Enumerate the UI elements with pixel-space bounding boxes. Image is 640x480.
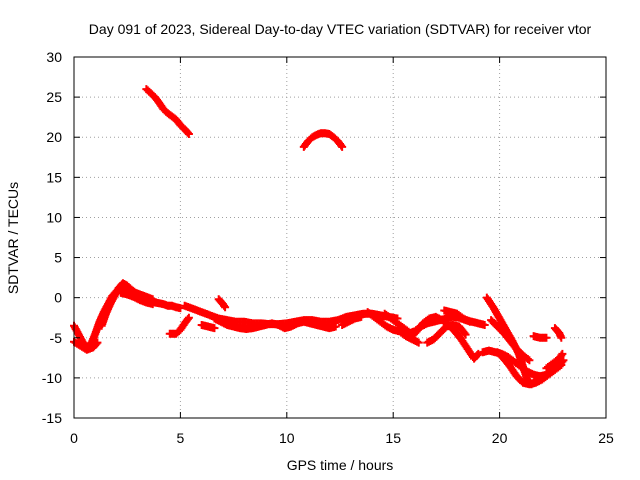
series-track-d (116, 288, 157, 309)
y-tick-label: 30 (46, 49, 62, 65)
series-track-j (197, 320, 219, 333)
data-point (523, 355, 532, 364)
data-point (184, 130, 193, 139)
series-track-b (70, 337, 102, 354)
data-point (93, 338, 102, 347)
data-point (480, 320, 489, 329)
x-tick-label: 5 (177, 430, 185, 446)
data-point (331, 322, 340, 331)
data-point (176, 304, 185, 313)
data-point (474, 349, 483, 358)
y-axis-label: SDTVAR / TECUs (5, 182, 21, 294)
data-point (461, 330, 470, 339)
data-point (183, 315, 192, 324)
y-tick-label: 25 (46, 89, 62, 105)
data-point (221, 303, 230, 312)
tick-marks (73, 56, 607, 419)
x-tick-label: 15 (385, 430, 401, 446)
x-tick-label: 25 (598, 430, 614, 446)
data-marks (70, 85, 568, 389)
data-point (148, 300, 157, 309)
data-point (460, 329, 469, 338)
data-point (183, 128, 192, 137)
series-track-t (487, 316, 534, 365)
data-point (542, 333, 551, 342)
data-point (557, 333, 566, 342)
series-track-v (529, 332, 551, 342)
series-track-k (299, 129, 347, 151)
y-tick-labels: -15 -10 -5 0 5 10 15 20 25 30 (42, 49, 62, 426)
x-tick-label: 20 (492, 430, 508, 446)
series-track-f (165, 313, 193, 338)
data-point (338, 142, 347, 151)
data-point (414, 338, 423, 347)
data-point (525, 356, 534, 365)
data-point (184, 313, 193, 322)
chart-title: Day 091 of 2023, Sidereal Day-to-day VTE… (89, 21, 592, 37)
data-point (92, 339, 101, 348)
x-tick-labels: 0 5 10 15 20 25 (70, 430, 614, 446)
data-point (357, 312, 366, 321)
series-track-l (338, 312, 366, 329)
series-track-u (493, 348, 566, 389)
data-point (557, 351, 566, 360)
data-point (337, 141, 346, 150)
y-tick-label: -10 (42, 370, 62, 386)
y-tick-label: 15 (46, 169, 62, 185)
series-track-x (542, 349, 567, 373)
x-tick-label: 10 (279, 430, 295, 446)
data-point (210, 324, 219, 333)
data-point (557, 361, 566, 370)
series-track-q (440, 306, 474, 326)
y-tick-label: 0 (54, 290, 62, 306)
x-tick-label: 0 (70, 430, 78, 446)
x-axis-label: GPS time / hours (287, 457, 394, 473)
gridlines (74, 57, 606, 418)
data-point (558, 349, 567, 358)
data-point (220, 301, 229, 310)
plot-frame (73, 56, 607, 419)
data-point (555, 362, 564, 371)
y-tick-label: -15 (42, 410, 62, 426)
series-track-w (550, 324, 566, 342)
series-track-i (214, 295, 230, 312)
series-track-p (423, 320, 470, 347)
y-tick-label: 5 (54, 250, 62, 266)
y-tick-label: 20 (46, 129, 62, 145)
data-point (473, 351, 482, 360)
series-track-e (142, 85, 193, 139)
y-tick-label: 10 (46, 209, 62, 225)
y-tick-label: -5 (50, 330, 63, 346)
series-track-o (406, 312, 483, 363)
series-track-h (210, 314, 340, 333)
data-point (465, 317, 474, 326)
